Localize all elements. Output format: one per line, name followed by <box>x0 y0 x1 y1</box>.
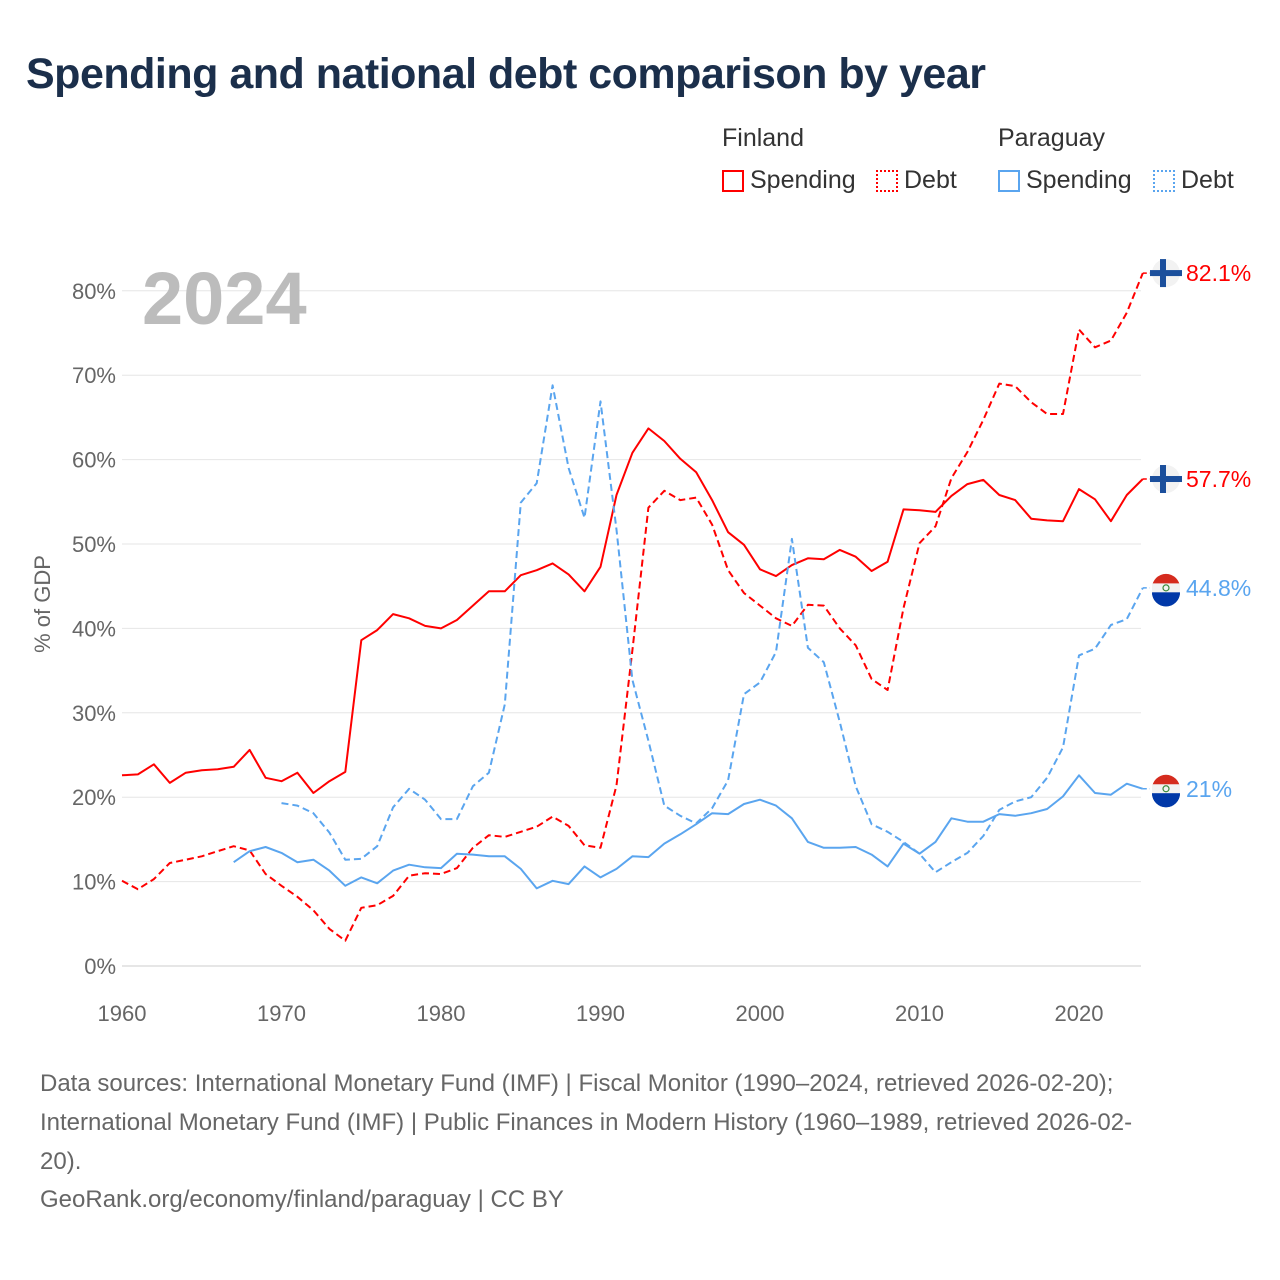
footer-sources-1: Data sources: International Monetary Fun… <box>40 1070 1114 1097</box>
dotted-swatch-icon <box>876 169 898 192</box>
legend-paraguay-spending[interactable]: Spending <box>998 166 1132 195</box>
footer-sources-2: International Monetary Fund (IMF) | Publ… <box>40 1109 1133 1136</box>
end-value-label: 82.1% <box>1186 260 1251 286</box>
end-value-label: 57.7% <box>1186 466 1251 492</box>
legend-label: Spending <box>1026 166 1132 194</box>
year-watermark: 2024 <box>142 257 307 340</box>
x-tick-label: 2020 <box>1055 1001 1104 1026</box>
series-line-paraguay-spending <box>233 774 1144 890</box>
line-chart: 0% 10% 20% 30% 40% 50% 60% 70% 80% 1960 1970 1980 19… <box>30 257 1251 1026</box>
legend-label: Spending <box>750 166 856 194</box>
x-tick-label: 1970 <box>257 1001 306 1026</box>
x-tick-label: 2000 <box>736 1001 785 1026</box>
y-tick-label: 50% <box>72 532 116 557</box>
paraguay-flag-emblem <box>1162 584 1170 592</box>
x-tick-label: 1980 <box>417 1001 466 1026</box>
y-tick-label: 10% <box>72 870 116 895</box>
y-axis-label: % of GDP <box>30 555 55 653</box>
end-value-label: 21% <box>1186 776 1232 802</box>
x-tick-label: 1960 <box>98 1001 147 1026</box>
paraguay-flag-emblem <box>1162 785 1170 793</box>
legend-label: Debt <box>1181 166 1234 194</box>
finland-flag-cross <box>1160 465 1166 494</box>
dotted-swatch-icon <box>1153 169 1175 192</box>
footer-sources-3: 20). <box>40 1148 82 1175</box>
y-tick-label: 80% <box>72 279 116 304</box>
solid-swatch-icon <box>722 169 744 192</box>
series-line-finland-spending <box>121 427 1144 794</box>
y-tick-label: 20% <box>72 785 116 810</box>
legend-paraguay-heading: Paraguay <box>998 124 1106 152</box>
paraguay-flag-stripe <box>1152 583 1180 593</box>
y-tick-label: 60% <box>72 448 116 473</box>
finland-flag-cross <box>1160 259 1166 288</box>
paraguay-flag-stripe <box>1152 592 1181 607</box>
x-tick-label: 1990 <box>576 1001 625 1026</box>
series-line-finland-debt <box>121 272 1144 942</box>
series-line-paraguay-debt <box>281 384 1144 874</box>
footer-link[interactable]: GeoRank.org/economy/finland/paraguay | C… <box>40 1186 564 1213</box>
legend-finland-spending[interactable]: Spending <box>722 166 856 195</box>
legend-paraguay-debt[interactable]: Debt <box>1153 166 1234 195</box>
solid-swatch-icon <box>998 169 1020 192</box>
end-value-label: 44.8% <box>1186 575 1251 601</box>
legend-label: Debt <box>904 166 957 194</box>
y-tick-label: 0% <box>84 954 116 979</box>
y-tick-label: 40% <box>72 616 116 641</box>
y-tick-label: 70% <box>72 363 116 388</box>
legend-finland-debt[interactable]: Debt <box>876 166 957 195</box>
y-tick-label: 30% <box>72 701 116 726</box>
paraguay-flag-stripe <box>1152 784 1180 794</box>
legend-finland-heading: Finland <box>722 124 804 152</box>
paraguay-flag-stripe <box>1152 793 1181 808</box>
x-tick-label: 2010 <box>895 1001 944 1026</box>
chart-title: Spending and national debt comparison by… <box>26 50 986 98</box>
